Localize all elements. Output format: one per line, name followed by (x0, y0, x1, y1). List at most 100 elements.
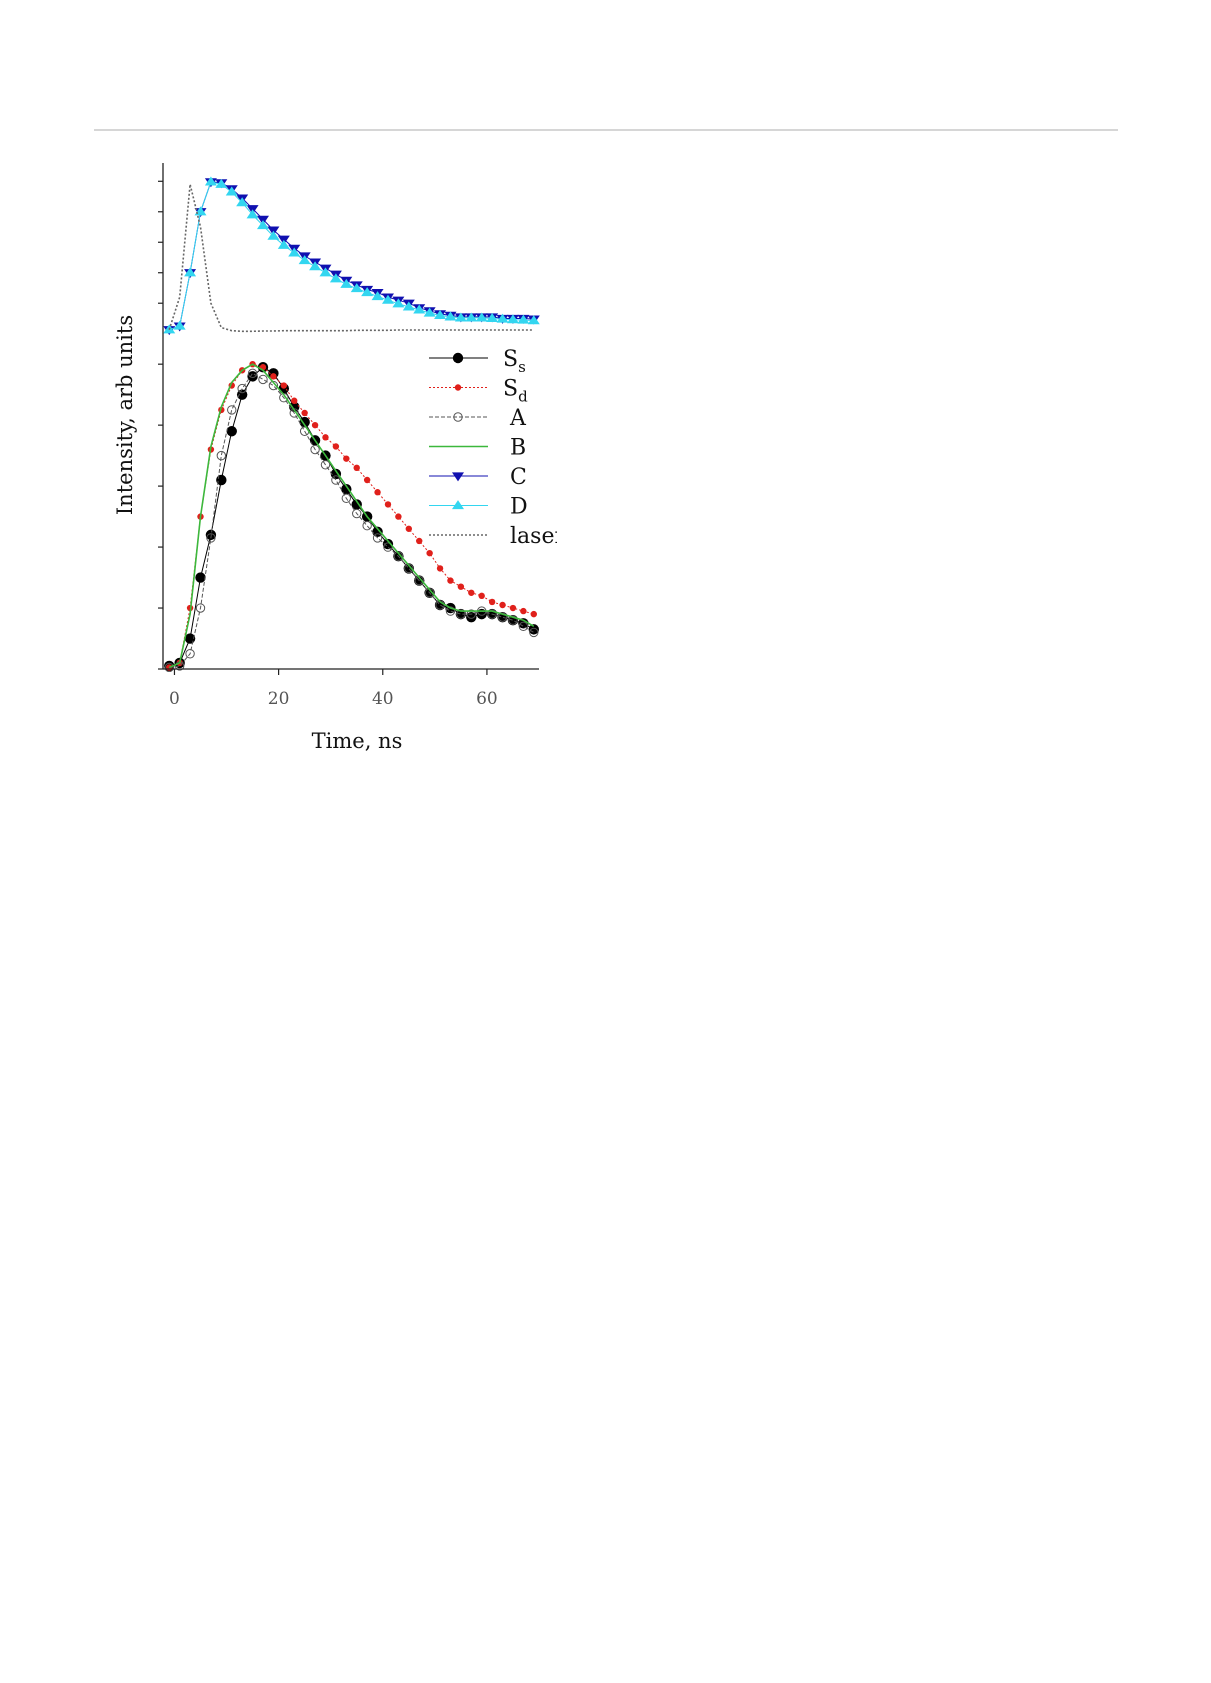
data-point (496, 313, 509, 323)
data-point (195, 572, 206, 583)
data-point (413, 304, 426, 314)
data-point (363, 476, 371, 484)
data-point (291, 397, 298, 404)
data-point (456, 609, 466, 619)
data-point (227, 405, 237, 415)
data-point (215, 178, 228, 188)
data-point (447, 577, 454, 584)
data-point (506, 314, 519, 324)
data-point (352, 508, 362, 519)
data-point (372, 533, 383, 543)
data-point (319, 267, 332, 277)
data-point (353, 464, 360, 472)
x-tick-label: 20 (268, 689, 290, 709)
data-point (331, 475, 341, 485)
data-point (444, 311, 457, 321)
data-point (311, 421, 319, 429)
legend-label: A (509, 406, 527, 431)
data-point (374, 489, 381, 496)
data-point (520, 607, 527, 615)
legend-marker (452, 472, 464, 482)
axes: 0 20 40 60 (158, 163, 539, 709)
data-point (402, 301, 415, 311)
data-point (236, 197, 249, 207)
legend-name: C (510, 465, 527, 490)
data-point (405, 525, 413, 532)
series-line (168, 184, 534, 333)
data-point (517, 314, 530, 324)
legend-label: D (510, 495, 528, 520)
data-point (225, 186, 238, 196)
data-point (445, 606, 456, 616)
data-point (518, 618, 529, 629)
series-line (169, 366, 535, 667)
figure: Time, ns Intensity, arb units 0 20 40 60 Ss… (113, 163, 565, 753)
data-point (247, 371, 258, 382)
data-point (288, 247, 301, 257)
legend-name: A (509, 406, 527, 431)
data-point (258, 374, 268, 385)
data-point (322, 434, 329, 441)
data-point (362, 521, 372, 531)
data-point (465, 312, 478, 322)
series (163, 176, 540, 334)
data-point (382, 538, 394, 550)
data-point (173, 320, 186, 330)
data-point (508, 615, 518, 625)
data-point (270, 373, 277, 380)
legend-marker (452, 352, 464, 364)
data-point (487, 609, 497, 619)
data-point (343, 455, 350, 462)
x-tick-label: 40 (372, 689, 394, 709)
legend-marker (453, 412, 463, 422)
legend-label: laser (510, 524, 565, 549)
legend-label: Ss (503, 347, 526, 376)
data-point (298, 255, 311, 265)
series-line (169, 181, 534, 331)
data-point (246, 209, 259, 219)
data-point (426, 549, 433, 557)
y-axis-label: Intensity, arb units (113, 315, 137, 515)
series-line (169, 372, 535, 668)
data-point (195, 603, 206, 613)
legend-name: S (503, 347, 518, 372)
data-point (454, 312, 467, 322)
data-point (499, 601, 506, 609)
data-point (340, 278, 353, 288)
data-point (184, 267, 197, 277)
data-point (206, 533, 216, 543)
data-point (527, 315, 540, 325)
data-point (509, 604, 517, 612)
legend-name: laser (510, 524, 565, 549)
data-point (384, 501, 392, 508)
data-point (332, 443, 340, 450)
series-line (169, 181, 534, 331)
legend-subscript: d (518, 388, 528, 406)
data-point (361, 287, 374, 297)
legend-subscript: s (518, 358, 526, 376)
series (168, 184, 534, 333)
data-point (478, 592, 485, 600)
data-point (277, 239, 290, 249)
legend-label: C (510, 465, 527, 490)
data-point (434, 310, 447, 320)
legend-name: D (510, 495, 528, 520)
legend-label: Sd (503, 377, 528, 406)
x-axis-label: Time, ns (312, 729, 403, 753)
data-point (530, 610, 537, 618)
data-point (226, 426, 237, 437)
data-point (267, 230, 280, 240)
legend-marker (454, 384, 462, 391)
data-point (423, 307, 436, 317)
plot-area (163, 176, 540, 672)
data-point (256, 220, 269, 230)
data-point (341, 483, 352, 495)
data-point (395, 513, 402, 520)
data-point (528, 624, 539, 635)
data-point (237, 383, 247, 394)
data-point (381, 294, 394, 304)
data-point (341, 493, 352, 504)
data-point (280, 382, 288, 389)
